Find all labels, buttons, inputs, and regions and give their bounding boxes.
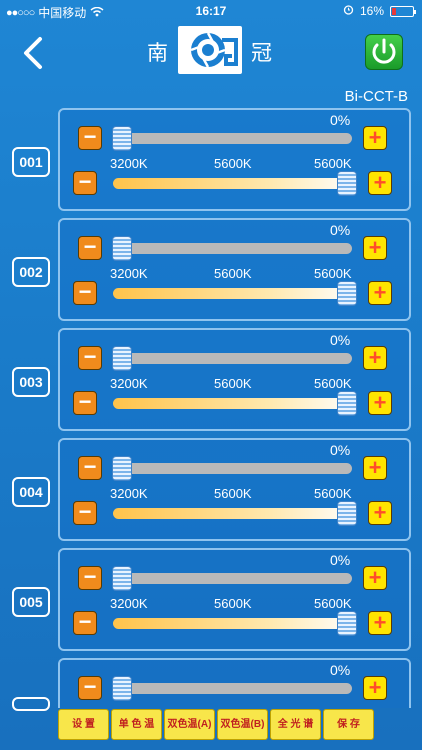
cct-min-label: 3200K bbox=[110, 266, 148, 281]
tab-single-cct[interactable]: 单 色 温 bbox=[111, 709, 162, 740]
intensity-value: 0% bbox=[330, 442, 351, 458]
cct-slider-handle[interactable] bbox=[337, 391, 357, 416]
intensity-value: 0% bbox=[330, 222, 351, 238]
battery-percent: 16% bbox=[359, 4, 384, 18]
brand-label-left: 南 bbox=[147, 42, 168, 65]
brand-label-right: 冠 bbox=[251, 42, 272, 65]
intensity-decrease-button[interactable]: − bbox=[78, 346, 102, 370]
cct-decrease-button[interactable]: − bbox=[73, 281, 97, 305]
channel-id-003[interactable]: 003 bbox=[12, 367, 50, 397]
channel-id-005[interactable]: 005 bbox=[12, 587, 50, 617]
cct-value-label: 5600K bbox=[314, 486, 352, 501]
status-bar: ●●○○○ 中国移动 16:17 16% bbox=[0, 0, 422, 22]
cct-decrease-button[interactable]: − bbox=[73, 611, 97, 635]
intensity-slider-handle[interactable] bbox=[112, 566, 132, 591]
cct-increase-button[interactable]: + bbox=[368, 501, 392, 525]
tab-save[interactable]: 保 存 bbox=[323, 709, 374, 740]
cct-decrease-button[interactable]: − bbox=[73, 391, 97, 415]
power-icon bbox=[372, 38, 396, 64]
carrier-label: 中国移动 bbox=[38, 6, 87, 20]
channel-id-001[interactable]: 001 bbox=[12, 147, 50, 177]
intensity-slider-handle[interactable] bbox=[112, 456, 132, 481]
alarm-icon bbox=[343, 4, 354, 18]
cct-min-label: 3200K bbox=[110, 596, 148, 611]
cct-value-label: 5600K bbox=[314, 376, 352, 391]
cct-increase-button[interactable]: + bbox=[368, 171, 392, 195]
cct-increase-button[interactable]: + bbox=[368, 391, 392, 415]
intensity-slider-handle[interactable] bbox=[112, 126, 132, 151]
channel-id-006[interactable] bbox=[12, 697, 50, 711]
intensity-slider-track[interactable] bbox=[118, 463, 352, 474]
cct-min-label: 3200K bbox=[110, 156, 148, 171]
cct-slider-track[interactable] bbox=[113, 398, 357, 409]
brand-logo bbox=[178, 26, 242, 74]
intensity-slider-track[interactable] bbox=[118, 573, 352, 584]
model-label: Bi-CCT-B bbox=[344, 88, 408, 105]
cct-slider-handle[interactable] bbox=[337, 281, 357, 306]
cct-min-label: 3200K bbox=[110, 486, 148, 501]
intensity-value: 0% bbox=[330, 112, 351, 128]
tab-bi-cct-b[interactable]: 双色温(B) bbox=[217, 709, 268, 740]
intensity-increase-button[interactable]: + bbox=[363, 676, 387, 700]
clock: 16:17 bbox=[195, 4, 227, 18]
intensity-increase-button[interactable]: + bbox=[363, 456, 387, 480]
intensity-increase-button[interactable]: + bbox=[363, 236, 387, 260]
battery-icon bbox=[390, 5, 416, 17]
intensity-value: 0% bbox=[330, 552, 351, 568]
cct-slider-handle[interactable] bbox=[337, 611, 357, 636]
intensity-decrease-button[interactable]: − bbox=[78, 236, 102, 260]
back-button[interactable] bbox=[18, 36, 48, 70]
intensity-value: 0% bbox=[330, 332, 351, 348]
intensity-slider-track[interactable] bbox=[118, 243, 352, 254]
tab-full-spectrum[interactable]: 全 光 谱 bbox=[270, 709, 321, 740]
cct-value-label: 5600K bbox=[314, 156, 352, 171]
intensity-increase-button[interactable]: + bbox=[363, 126, 387, 150]
intensity-slider-track[interactable] bbox=[118, 683, 352, 694]
cct-slider-track[interactable] bbox=[113, 508, 357, 519]
intensity-increase-button[interactable]: + bbox=[363, 566, 387, 590]
signal-icon: ●●○○○ bbox=[6, 6, 35, 19]
cct-mid-label: 5600K bbox=[214, 486, 252, 501]
cct-value-label: 5600K bbox=[314, 596, 352, 611]
cct-slider-track[interactable] bbox=[113, 288, 357, 299]
intensity-slider-handle[interactable] bbox=[112, 676, 132, 701]
intensity-decrease-button[interactable]: − bbox=[78, 456, 102, 480]
cct-slider-track[interactable] bbox=[113, 178, 357, 189]
cct-slider-track[interactable] bbox=[113, 618, 357, 629]
intensity-increase-button[interactable]: + bbox=[363, 346, 387, 370]
bottom-tab-bar: 设 置 单 色 温 双色温(A) 双色温(B) 全 光 谱 保 存 bbox=[58, 709, 374, 740]
cct-mid-label: 5600K bbox=[214, 156, 252, 171]
power-button[interactable] bbox=[365, 34, 403, 70]
intensity-decrease-button[interactable]: − bbox=[78, 676, 102, 700]
chevron-left-icon bbox=[24, 37, 42, 69]
intensity-decrease-button[interactable]: − bbox=[78, 126, 102, 150]
cct-increase-button[interactable]: + bbox=[368, 281, 392, 305]
tab-settings[interactable]: 设 置 bbox=[58, 709, 109, 740]
intensity-slider-handle[interactable] bbox=[112, 236, 132, 261]
cct-mid-label: 5600K bbox=[214, 266, 252, 281]
tab-bi-cct-a[interactable]: 双色温(A) bbox=[164, 709, 215, 740]
intensity-slider-track[interactable] bbox=[118, 133, 352, 144]
cct-mid-label: 5600K bbox=[214, 596, 252, 611]
intensity-value: 0% bbox=[330, 662, 351, 678]
cct-decrease-button[interactable]: − bbox=[73, 501, 97, 525]
channel-id-002[interactable]: 002 bbox=[12, 257, 50, 287]
intensity-decrease-button[interactable]: − bbox=[78, 566, 102, 590]
cct-increase-button[interactable]: + bbox=[368, 611, 392, 635]
intensity-slider-track[interactable] bbox=[118, 353, 352, 364]
cct-slider-handle[interactable] bbox=[337, 501, 357, 526]
cct-value-label: 5600K bbox=[314, 266, 352, 281]
cct-decrease-button[interactable]: − bbox=[73, 171, 97, 195]
channel-id-004[interactable]: 004 bbox=[12, 477, 50, 507]
cct-mid-label: 5600K bbox=[214, 376, 252, 391]
cct-slider-handle[interactable] bbox=[337, 171, 357, 196]
cct-min-label: 3200K bbox=[110, 376, 148, 391]
intensity-slider-handle[interactable] bbox=[112, 346, 132, 371]
wifi-icon bbox=[90, 6, 104, 20]
